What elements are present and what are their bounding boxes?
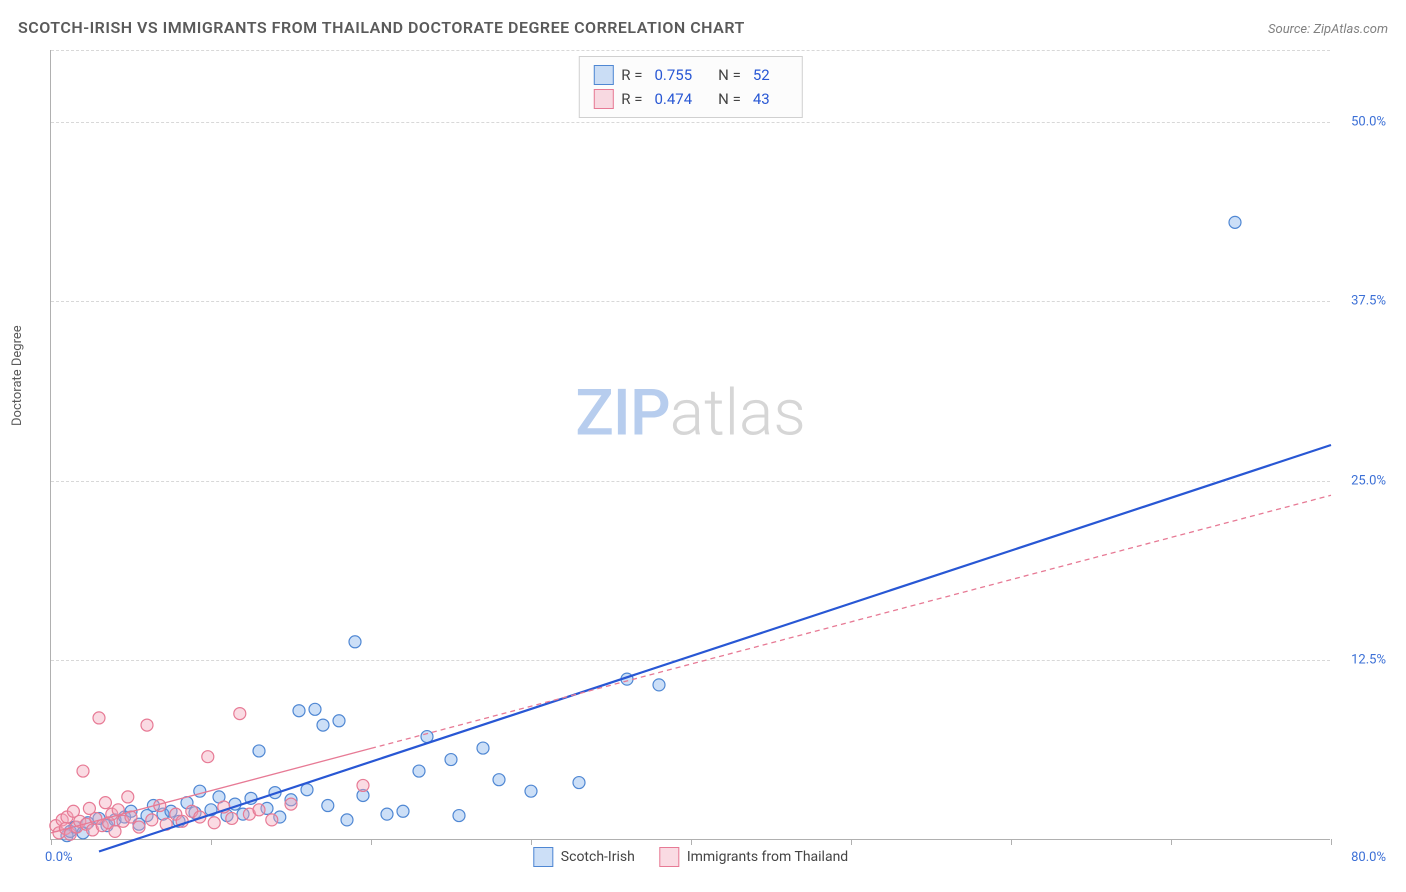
data-point xyxy=(317,719,329,731)
data-point xyxy=(397,805,409,817)
x-tick-label-min: 0.0% xyxy=(45,850,73,865)
data-point xyxy=(226,812,238,824)
data-point xyxy=(109,825,121,837)
legend-item-thailand: Immigrants from Thailand xyxy=(659,847,848,867)
legend-row-scotch-irish: R = 0.755 N = 52 xyxy=(593,63,787,87)
x-tick xyxy=(531,839,532,845)
data-point xyxy=(525,785,537,797)
data-point xyxy=(194,785,206,797)
data-point xyxy=(253,745,265,757)
data-point xyxy=(349,636,361,648)
x-tick xyxy=(51,839,52,845)
data-point xyxy=(202,751,214,763)
scatter-plot-svg xyxy=(51,50,1330,839)
data-point xyxy=(653,679,665,691)
swatch-scotch-irish xyxy=(593,65,613,85)
data-point xyxy=(357,779,369,791)
data-point xyxy=(285,798,297,810)
x-tick xyxy=(211,839,212,845)
x-tick xyxy=(1331,839,1332,845)
x-tick xyxy=(851,839,852,845)
data-point xyxy=(208,817,220,829)
data-point xyxy=(477,742,489,754)
data-point xyxy=(1229,216,1241,228)
swatch-thailand-bottom xyxy=(659,847,679,867)
data-point xyxy=(77,765,89,777)
data-point xyxy=(453,810,465,822)
y-tick-label: 37.5% xyxy=(1351,294,1386,309)
y-tick-label: 12.5% xyxy=(1351,653,1386,668)
data-point xyxy=(93,712,105,724)
y-tick-label: 50.0% xyxy=(1351,114,1386,129)
trend-line xyxy=(99,445,1331,851)
x-tick xyxy=(1171,839,1172,845)
data-point xyxy=(573,777,585,789)
data-point xyxy=(309,703,321,715)
trend-line-dashed xyxy=(371,495,1331,748)
data-point xyxy=(234,708,246,720)
data-point xyxy=(266,814,278,826)
data-point xyxy=(445,754,457,766)
data-point xyxy=(381,808,393,820)
legend-item-scotch-irish: Scotch-Irish xyxy=(533,847,635,867)
data-point xyxy=(322,800,334,812)
chart-plot-area: ZIPatlas 12.5%25.0%37.5%50.0% R = 0.755 … xyxy=(50,50,1330,840)
data-point xyxy=(293,705,305,717)
data-point xyxy=(301,784,313,796)
x-tick xyxy=(1011,839,1012,845)
data-point xyxy=(141,719,153,731)
data-point xyxy=(133,821,145,833)
data-point xyxy=(493,774,505,786)
swatch-scotch-irish-bottom xyxy=(533,847,553,867)
data-point xyxy=(253,804,265,816)
data-point xyxy=(333,715,345,727)
x-tick xyxy=(691,839,692,845)
data-point xyxy=(341,814,353,826)
x-tick xyxy=(371,839,372,845)
y-axis-label: Doctorate Degree xyxy=(10,325,25,426)
series-legend: Scotch-Irish Immigrants from Thailand xyxy=(533,847,848,867)
data-point xyxy=(413,765,425,777)
y-tick-label: 25.0% xyxy=(1351,473,1386,488)
correlation-legend: R = 0.755 N = 52 R = 0.474 N = 43 xyxy=(578,56,802,118)
data-point xyxy=(146,814,158,826)
legend-row-thailand: R = 0.474 N = 43 xyxy=(593,87,787,111)
data-point xyxy=(122,791,134,803)
x-tick-label-max: 80.0% xyxy=(1351,850,1386,865)
chart-source: Source: ZipAtlas.com xyxy=(1268,22,1388,37)
chart-title: SCOTCH-IRISH VS IMMIGRANTS FROM THAILAND… xyxy=(18,18,745,37)
swatch-thailand xyxy=(593,89,613,109)
data-point xyxy=(99,797,111,809)
